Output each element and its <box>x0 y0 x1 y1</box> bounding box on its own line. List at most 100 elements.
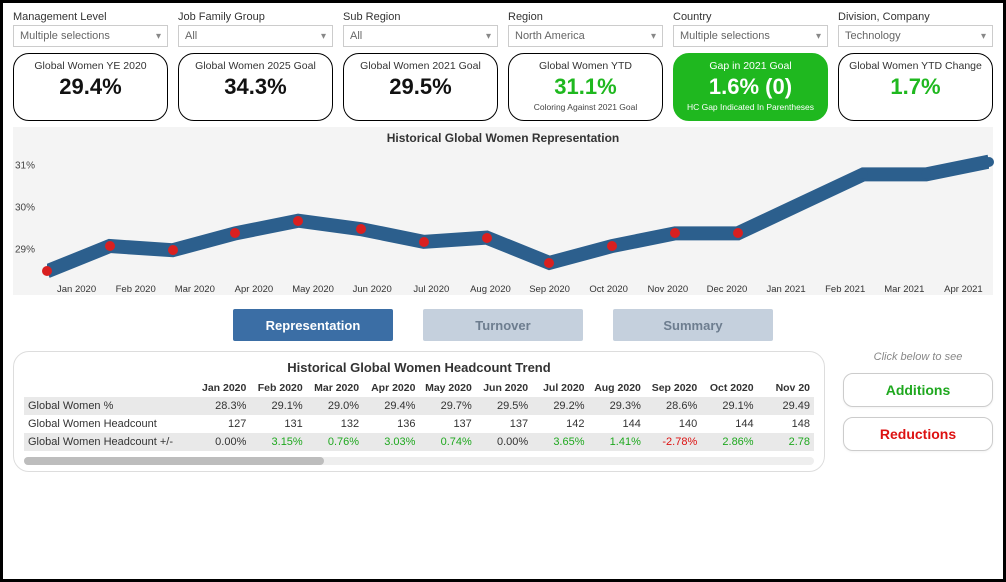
chart-x-tick: Feb 2021 <box>816 284 875 295</box>
table-cell: 144 <box>701 415 757 433</box>
filter-select-2[interactable]: All ▾ <box>343 25 498 47</box>
filter-label: Country <box>673 11 828 23</box>
table-row-label: Global Women % <box>24 397 194 415</box>
table-cell: 1.41% <box>589 433 645 451</box>
table-column-header: Oct 2020 <box>701 379 757 397</box>
chart-x-tick: Mar 2020 <box>165 284 224 295</box>
chart-y-tick: 30% <box>15 203 35 214</box>
chevron-down-icon: ▾ <box>321 31 326 42</box>
table-cell: 0.76% <box>307 433 363 451</box>
table-column-header: Feb 2020 <box>250 379 306 397</box>
chart-marker <box>168 245 178 255</box>
table-row-label: Global Women Headcount +/- <box>24 433 194 451</box>
filter-select-5[interactable]: Technology ▾ <box>838 25 993 47</box>
chart-x-tick: Mar 2021 <box>875 284 934 295</box>
kpi-value: 1.6% (0) <box>678 74 823 100</box>
kpi-title: Global Women YE 2020 <box>18 60 163 72</box>
kpi-value: 1.7% <box>843 74 988 100</box>
chevron-down-icon: ▾ <box>486 31 491 42</box>
chart-marker <box>670 228 680 238</box>
table-cell: 136 <box>363 415 419 433</box>
tab-turnover[interactable]: Turnover <box>423 309 583 341</box>
table-cell: 0.00% <box>476 433 532 451</box>
filter-bar: Management Level Multiple selections ▾ J… <box>13 11 993 47</box>
filter-value: Multiple selections <box>20 30 110 42</box>
kpi-subtitle: Coloring Against 2021 Goal <box>513 102 658 112</box>
chart-x-tick: Apr 2020 <box>224 284 283 295</box>
table-cell: 3.15% <box>250 433 306 451</box>
table-cell: 127 <box>194 415 250 433</box>
table-cell: 28.3% <box>194 397 250 415</box>
table-horizontal-scrollbar[interactable] <box>24 457 814 465</box>
chart-marker <box>105 241 115 251</box>
table-cell: 29.1% <box>701 397 757 415</box>
table-row: Global Women Headcount127131132136137137… <box>24 415 814 433</box>
chart-marker <box>858 169 868 179</box>
table-row: Global Women %28.3%29.1%29.0%29.4%29.7%2… <box>24 397 814 415</box>
tab-summary[interactable]: Summary <box>613 309 773 341</box>
chart-marker <box>356 224 366 234</box>
table-cell: 137 <box>419 415 475 433</box>
table-cell: 132 <box>307 415 363 433</box>
table-cell: 29.49 <box>758 397 814 415</box>
kpi-card-3: Global Women YTD 31.1% Coloring Against … <box>508 53 663 121</box>
table-cell: 29.4% <box>363 397 419 415</box>
trend-table: Jan 2020Feb 2020Mar 2020Apr 2020May 2020… <box>24 379 814 451</box>
table-cell: 29.1% <box>250 397 306 415</box>
table-cell: 29.3% <box>589 397 645 415</box>
filter-label: Division, Company <box>838 11 993 23</box>
kpi-title: Global Women YTD Change <box>843 60 988 72</box>
kpi-card-1: Global Women 2025 Goal 34.3% <box>178 53 333 121</box>
chart-marker <box>733 228 743 238</box>
chart-x-tick: Jan 2021 <box>757 284 816 295</box>
chart-marker <box>230 228 240 238</box>
table-column-header: Apr 2020 <box>363 379 419 397</box>
table-title: Historical Global Women Headcount Trend <box>24 360 814 375</box>
table-cell: 140 <box>645 415 701 433</box>
chart-marker <box>984 157 994 167</box>
reductions-button[interactable]: Reductions <box>843 417 993 451</box>
kpi-card-4: Gap in 2021 Goal 1.6% (0) HC Gap Indicat… <box>673 53 828 121</box>
side-hint: Click below to see <box>843 351 993 363</box>
chart-x-tick: Oct 2020 <box>579 284 638 295</box>
chevron-down-icon: ▾ <box>981 31 986 42</box>
filter-select-4[interactable]: Multiple selections ▾ <box>673 25 828 47</box>
filter-value: All <box>185 30 197 42</box>
table-column-header: Jun 2020 <box>476 379 532 397</box>
tab-bar: Representation Turnover Summary <box>13 309 993 341</box>
filter-value: North America <box>515 30 585 42</box>
table-column-header: Jul 2020 <box>532 379 588 397</box>
chart-marker <box>293 216 303 226</box>
table-cell: -2.78% <box>645 433 701 451</box>
chart-marker <box>796 199 806 209</box>
filter-select-3[interactable]: North America ▾ <box>508 25 663 47</box>
chart-marker <box>544 258 554 268</box>
line-chart: 29% 30% 31% <box>13 149 993 284</box>
kpi-card-2: Global Women 2021 Goal 29.5% <box>343 53 498 121</box>
chevron-down-icon: ▾ <box>651 31 656 42</box>
chevron-down-icon: ▾ <box>156 31 161 42</box>
trend-table-card: Historical Global Women Headcount Trend … <box>13 351 825 472</box>
chart-y-tick: 29% <box>15 245 35 256</box>
kpi-value: 31.1% <box>513 74 658 100</box>
kpi-title: Gap in 2021 Goal <box>678 60 823 72</box>
additions-button[interactable]: Additions <box>843 373 993 407</box>
filter-select-1[interactable]: All ▾ <box>178 25 333 47</box>
tab-representation[interactable]: Representation <box>233 309 393 341</box>
filter-label: Management Level <box>13 11 168 23</box>
chart-marker <box>607 241 617 251</box>
table-row: Global Women Headcount +/- 0.00% 3.15%0.76… <box>24 433 814 451</box>
table-cell: 2.78 <box>758 433 814 451</box>
filter-value: Multiple selections <box>680 30 770 42</box>
filter-select-0[interactable]: Multiple selections ▾ <box>13 25 168 47</box>
kpi-title: Global Women 2021 Goal <box>348 60 493 72</box>
filter-label: Region <box>508 11 663 23</box>
table-column-header: Aug 2020 <box>589 379 645 397</box>
chart-y-tick: 31% <box>15 160 35 171</box>
table-cell: 0.74% <box>419 433 475 451</box>
chart-x-axis: Jan 2020Feb 2020Mar 2020Apr 2020May 2020… <box>13 284 993 295</box>
chart-marker <box>921 169 931 179</box>
chart-marker <box>419 237 429 247</box>
table-cell: 148 <box>758 415 814 433</box>
kpi-subtitle: HC Gap Indicated In Parentheses <box>678 102 823 112</box>
